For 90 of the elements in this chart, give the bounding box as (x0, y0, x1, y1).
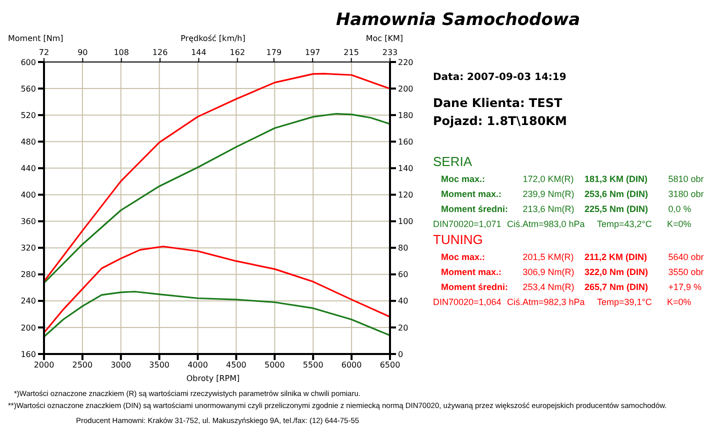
text: SERIA (433, 154, 474, 169)
x-tick-label: 4500 (226, 360, 246, 370)
text: Ciś.Atm=982,3 hPa (507, 296, 586, 306)
y2-tick-label: 180 (398, 110, 414, 120)
y-tick-label: 400 (20, 190, 36, 200)
y2-tick-label: 60 (398, 270, 408, 280)
text: 253,4 Nm(R) (522, 282, 576, 292)
text: 5810 obr (668, 174, 705, 184)
y2-tick-label: 200 (398, 84, 414, 94)
y-tick-label: 240 (20, 296, 36, 306)
x2-tick-label: 215 (344, 48, 359, 57)
x2-tick-label: 126 (152, 48, 168, 57)
text: 181,3 KM (DIN) (584, 174, 648, 184)
line-series (44, 112, 390, 284)
x2-tick-label: 90 (78, 48, 88, 57)
text: 225,5 Nm (DIN) (584, 204, 650, 214)
text: DIN70020=1,064 (433, 296, 502, 306)
text: 3550 obr (668, 266, 705, 276)
text: Moc max.: (440, 252, 486, 262)
y2-tick-label: 40 (398, 296, 408, 306)
y-tick-label: 200 (20, 323, 36, 332)
y2-tick-label: 160 (398, 137, 414, 146)
text: Temp=39,1°C (597, 296, 653, 306)
y2-tick-label: 120 (398, 190, 414, 200)
x2-tick-label: 108 (114, 48, 130, 57)
line-series (44, 246, 390, 334)
x2-tick-label: 144 (191, 48, 206, 57)
text: Pojazd: 1.8T\180KM (433, 114, 567, 128)
text: 172,0 KM(R) (522, 174, 575, 184)
x2-tick-label: 233 (382, 48, 398, 57)
text: 213,6 Nm(R) (522, 204, 576, 214)
text: Moment max.: (440, 266, 503, 276)
x-tick-label: 2500 (72, 360, 93, 370)
y2-tick-label: 140 (398, 164, 414, 174)
y-tick-label: 360 (20, 217, 36, 226)
text: 239,9 Nm(R) (522, 188, 576, 198)
y-tick-label: 600 (20, 58, 36, 67)
text: Moment średni: (440, 282, 510, 292)
text: 265,7 Nm (DIN) (584, 282, 650, 292)
text: 0,0 % (668, 204, 692, 214)
text: K=0% (667, 296, 692, 306)
y2-axis-title: Moc [KM] (364, 34, 403, 43)
text: Data: 2007-09-03 14:19 (433, 72, 566, 83)
text: K=0% (667, 218, 692, 228)
x-tick-label: 6500 (380, 360, 400, 370)
y2-tick-label: 220 (398, 58, 414, 67)
text: Moc max.: (440, 174, 486, 184)
y2-tick-label: 0 (398, 350, 404, 359)
y-tick-label: 320 (20, 244, 36, 253)
text: 211,2 KM (DIN) (584, 252, 648, 262)
x-tick-label: 5000 (264, 360, 285, 370)
text: 253,6 Nm (DIN) (584, 188, 650, 198)
y-tick-label: 520 (20, 110, 36, 120)
text: Ciś.Atm=983,0 hPa (507, 218, 586, 228)
y-tick-label: 160 (20, 350, 36, 359)
y-tick-label: 440 (20, 164, 36, 174)
x-axis-title: Obroty [RPM] (185, 374, 241, 383)
x-tick-label: 3000 (110, 360, 132, 370)
text: 322,0 Nm (DIN) (584, 266, 650, 276)
y2-tick-label: 100 (398, 217, 414, 226)
y2-tick-label: 20 (398, 323, 408, 332)
y-tick-label: 480 (20, 137, 36, 146)
text: 201,5 KM(R) (522, 252, 575, 262)
y-tick-label: 560 (20, 84, 36, 94)
x-tick-label: 5500 (302, 360, 324, 370)
x-tick-label: 6000 (341, 360, 362, 370)
x2-tick-label: 162 (230, 48, 246, 57)
text: Dane Klienta: TEST (433, 96, 562, 110)
y2-tick-label: 80 (398, 244, 408, 253)
x-tick-label: 4000 (188, 360, 208, 370)
line-series (44, 72, 390, 282)
text: +17,9 % (668, 282, 702, 292)
x2-tick-label: 179 (266, 48, 282, 57)
text: 306,9 Nm(R) (522, 266, 576, 276)
x-tick-label: 3500 (149, 360, 170, 370)
text: 3180 obr (668, 188, 705, 198)
line-series (44, 290, 390, 338)
text: DIN70020=1,071 (433, 218, 502, 228)
text: TUNING (433, 232, 484, 247)
x2-axis-title: Prędkość [km/h] (180, 34, 246, 43)
x2-tick-label: 197 (304, 48, 320, 57)
y-axis-title: Moment [Nm] (8, 34, 64, 43)
text: 5640 obr (668, 252, 705, 262)
y-tick-label: 280 (20, 270, 36, 280)
x2-tick-label: 72 (38, 48, 50, 57)
text: Moment średni: (440, 204, 510, 214)
text: Temp=43,2°C (597, 218, 653, 228)
text: Moment max.: (440, 188, 503, 198)
x-tick-label: 2000 (34, 360, 54, 370)
text: Hamownia Samochodowa (334, 10, 582, 30)
